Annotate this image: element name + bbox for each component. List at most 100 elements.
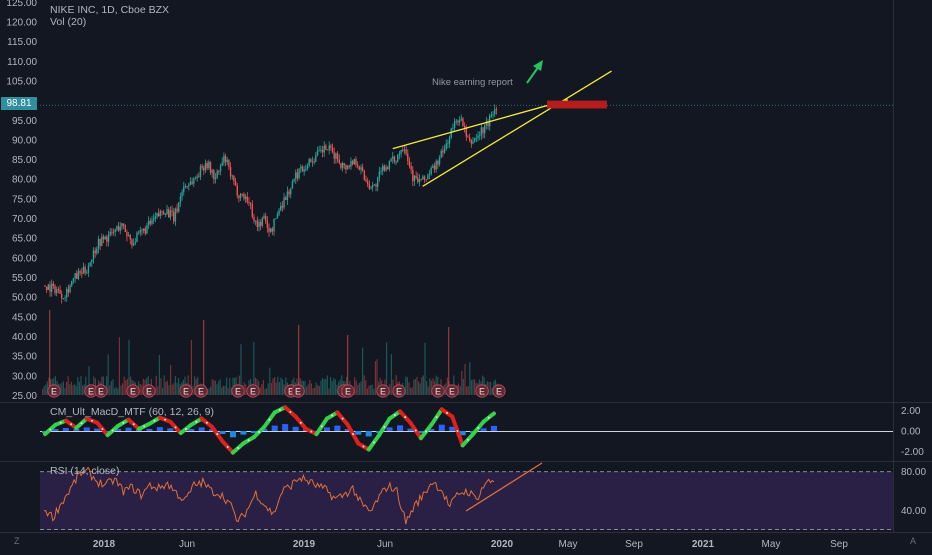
- earnings-marker[interactable]: [475, 384, 489, 398]
- candle-body: [283, 197, 285, 208]
- candle-body: [323, 145, 325, 153]
- macd-signal-dot: [383, 425, 386, 428]
- macd-hist-bar: [250, 431, 257, 433]
- candle-body: [234, 181, 237, 186]
- candle-body: [296, 172, 299, 179]
- volume-bar: [118, 337, 120, 395]
- volume-bar: [390, 354, 392, 395]
- x-tick-label: 2020: [491, 539, 514, 550]
- volume-bar: [117, 388, 119, 395]
- earnings-marker[interactable]: [231, 384, 245, 398]
- candle-body: [154, 216, 157, 219]
- candle-body: [127, 235, 130, 237]
- candle-body: [86, 272, 88, 274]
- volume-bar: [416, 376, 418, 395]
- x-tick-label: May: [762, 539, 781, 550]
- target-zone[interactable]: [547, 100, 607, 109]
- candle-body: [382, 165, 384, 171]
- candle-body: [174, 208, 177, 222]
- earnings-marker[interactable]: [246, 384, 260, 398]
- candle-body: [157, 213, 160, 217]
- candle-body: [112, 231, 115, 233]
- volume-bar: [422, 375, 424, 395]
- candle-body: [433, 165, 436, 170]
- volume-bar: [264, 388, 266, 395]
- earnings-marker[interactable]: [341, 384, 355, 398]
- trendline[interactable]: [392, 99, 568, 150]
- macd-signal-dot: [49, 428, 52, 431]
- candle-body: [346, 165, 349, 170]
- candle-body: [261, 218, 264, 226]
- earnings-marker[interactable]: [47, 384, 61, 398]
- candle-body: [239, 193, 242, 198]
- zoom-button[interactable]: Z: [14, 536, 20, 546]
- earnings-marker[interactable]: [445, 384, 459, 398]
- volume-bar: [278, 382, 280, 395]
- earnings-marker[interactable]: [392, 384, 406, 398]
- earnings-marker[interactable]: [376, 384, 390, 398]
- candle-body: [293, 179, 295, 182]
- volume-bar: [309, 379, 311, 395]
- volume-bar: [355, 380, 357, 395]
- earnings-marker[interactable]: [431, 384, 445, 398]
- candle-body: [326, 149, 329, 151]
- candle-body: [52, 283, 55, 286]
- macd-hist-bar: [365, 431, 372, 437]
- candle-body: [116, 226, 118, 230]
- earnings-marker[interactable]: [291, 384, 305, 398]
- candle-body: [147, 220, 150, 226]
- volume-bar: [46, 381, 48, 395]
- earnings-marker[interactable]: [94, 384, 108, 398]
- candle-body: [233, 175, 235, 182]
- volume-bar: [363, 375, 365, 395]
- y-tick-label: 25.00: [12, 391, 37, 402]
- candle-body: [398, 153, 401, 156]
- candle-body: [330, 145, 332, 148]
- macd-hist-bar: [156, 427, 163, 431]
- macd-hist-bar: [104, 431, 111, 433]
- macd-tick-label: 2.00: [901, 406, 921, 417]
- candle-body: [92, 250, 95, 260]
- trendline[interactable]: [422, 70, 612, 187]
- candle-body: [407, 153, 409, 161]
- volume-bar: [283, 384, 285, 395]
- candle-body: [370, 187, 372, 189]
- macd-signal-dot: [132, 423, 135, 426]
- earnings-marker[interactable]: [142, 384, 156, 398]
- candle-body: [278, 210, 280, 215]
- volume-bar: [78, 381, 80, 395]
- candle-body: [248, 201, 250, 203]
- macd-signal-dot: [289, 410, 292, 413]
- earnings-marker[interactable]: [179, 384, 193, 398]
- volume-bar: [139, 383, 141, 395]
- candle-body: [107, 235, 110, 242]
- arrow-up-icon[interactable]: [526, 65, 540, 84]
- candle-body: [191, 181, 193, 184]
- candle-body: [218, 171, 220, 172]
- candle-body: [445, 143, 447, 149]
- candle-body: [325, 145, 327, 150]
- candle-body: [360, 167, 362, 170]
- volume-bar: [429, 378, 431, 395]
- candle-body: [313, 161, 315, 163]
- volume-bar: [269, 367, 271, 395]
- auto-scale-button[interactable]: A: [910, 536, 917, 546]
- x-tick-label: Sep: [625, 539, 643, 550]
- candle-body: [341, 163, 344, 168]
- rsi-trendline[interactable]: [465, 462, 543, 512]
- chart-title: NIKE INC, 1D, Cboe BZX: [50, 4, 170, 16]
- volume-bar: [203, 320, 205, 395]
- volume-bar: [424, 342, 426, 395]
- volume-bar: [259, 387, 261, 395]
- earnings-marker[interactable]: [194, 384, 208, 398]
- volume-bar: [347, 335, 349, 395]
- earnings-marker[interactable]: [126, 384, 140, 398]
- volume-bar: [389, 384, 391, 395]
- macd-signal-dot: [466, 438, 469, 441]
- earnings-marker[interactable]: [492, 384, 506, 398]
- candle-body: [455, 120, 457, 122]
- candle-body: [62, 298, 65, 300]
- macd-signal-dot: [362, 445, 365, 448]
